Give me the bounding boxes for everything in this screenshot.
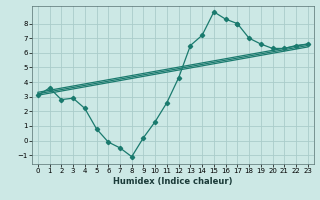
X-axis label: Humidex (Indice chaleur): Humidex (Indice chaleur) [113,177,233,186]
